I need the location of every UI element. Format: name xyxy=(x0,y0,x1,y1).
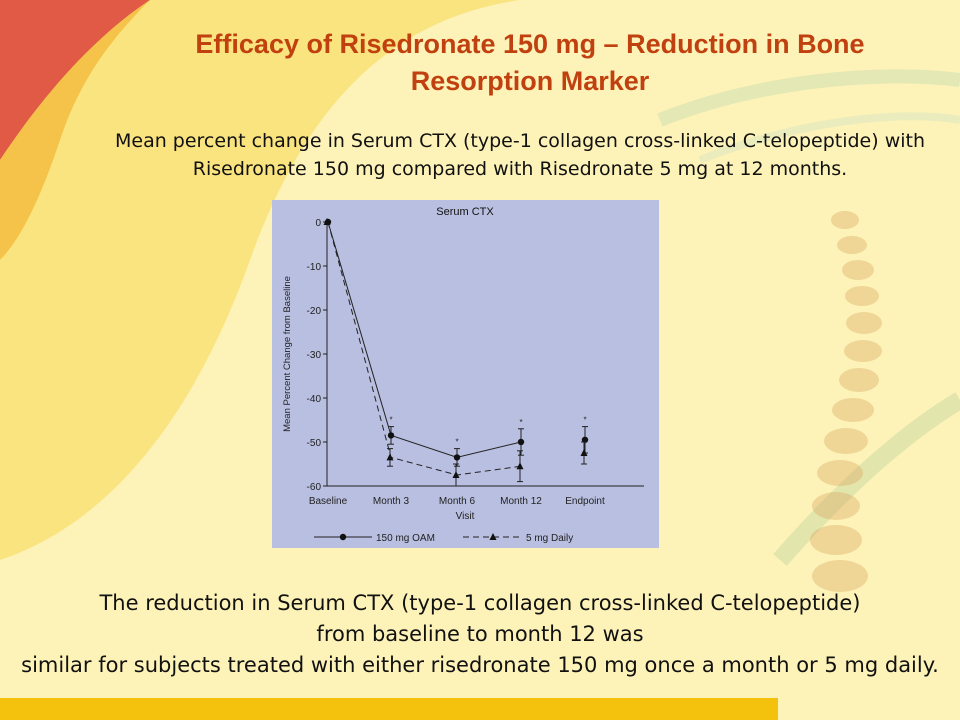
x-tick-label: Month 12 xyxy=(500,496,542,507)
y-tick-label: -50 xyxy=(307,438,322,449)
x-tick-label: Baseline xyxy=(309,496,348,507)
data-point-triangle xyxy=(516,462,524,470)
x-tick-label: Endpoint xyxy=(565,496,605,507)
subtitle-line1: Mean percent change in Serum CTX (type-1… xyxy=(114,130,925,152)
legend-label-150mg: 150 mg OAM xyxy=(376,533,435,544)
y-tick-label: -20 xyxy=(307,306,322,317)
y-tick-label: -10 xyxy=(307,262,322,273)
conclusion-text: The reduction in Serum CTX (type-1 colla… xyxy=(0,588,960,681)
y-axis-label: Mean Percent Change from Baseline xyxy=(282,276,293,432)
data-point-triangle xyxy=(580,449,588,456)
data-point-circle xyxy=(453,454,461,461)
data-point-circle xyxy=(517,438,525,446)
slide-subtitle: Mean percent change in Serum CTX (type-1… xyxy=(60,127,960,183)
legend-label-5mg: 5 mg Daily xyxy=(526,533,573,544)
slide-title-line2: Resorption Marker xyxy=(410,66,650,96)
conclusion-line1: The reduction in Serum CTX (type-1 colla… xyxy=(99,591,861,615)
legend-marker-triangle xyxy=(489,533,497,540)
conclusion-line2: from baseline to month 12 was xyxy=(316,622,644,646)
legend-marker-circle xyxy=(339,533,347,541)
series-line-150mg xyxy=(327,221,522,458)
data-point-triangle xyxy=(323,218,331,225)
data-point-triangle xyxy=(452,471,460,478)
chart-panel: Serum CTX 0 -10 -20 -30 -40 -50 -60 Baseline Mont… xyxy=(272,200,659,548)
y-tick-label: -40 xyxy=(307,394,322,405)
subtitle-line2: Risedronate 150 mg compared with Risedro… xyxy=(192,158,848,180)
significance-marker: * xyxy=(455,438,458,447)
y-tick-label: -60 xyxy=(307,482,322,493)
y-tick-label: -30 xyxy=(307,350,322,361)
data-point-circle xyxy=(581,436,589,443)
spine-watermark xyxy=(810,211,882,592)
slide-title-line1: Efficacy of Risedronate 150 mg – Reducti… xyxy=(195,29,865,59)
slide-title: Efficacy of Risedronate 150 mg – Reducti… xyxy=(110,26,950,100)
series-line-5mg xyxy=(327,221,522,476)
x-tick-label: Month 6 xyxy=(439,496,476,507)
significance-marker: * xyxy=(519,418,522,427)
x-tick-label: Month 3 xyxy=(373,496,410,507)
x-axis-label: Visit xyxy=(456,511,475,522)
conclusion-line3: similar for subjects treated with either… xyxy=(21,653,939,677)
serum-ctx-chart: Serum CTX 0 -10 -20 -30 -40 -50 -60 Baseline Mont… xyxy=(282,206,644,544)
data-point-circle xyxy=(387,432,395,439)
significance-marker: * xyxy=(583,416,586,425)
significance-marker: * xyxy=(389,416,392,425)
footer-accent-bar xyxy=(0,698,778,720)
chart-title: Serum CTX xyxy=(436,206,494,218)
data-point-triangle xyxy=(386,453,394,461)
y-tick-label: 0 xyxy=(315,218,321,229)
